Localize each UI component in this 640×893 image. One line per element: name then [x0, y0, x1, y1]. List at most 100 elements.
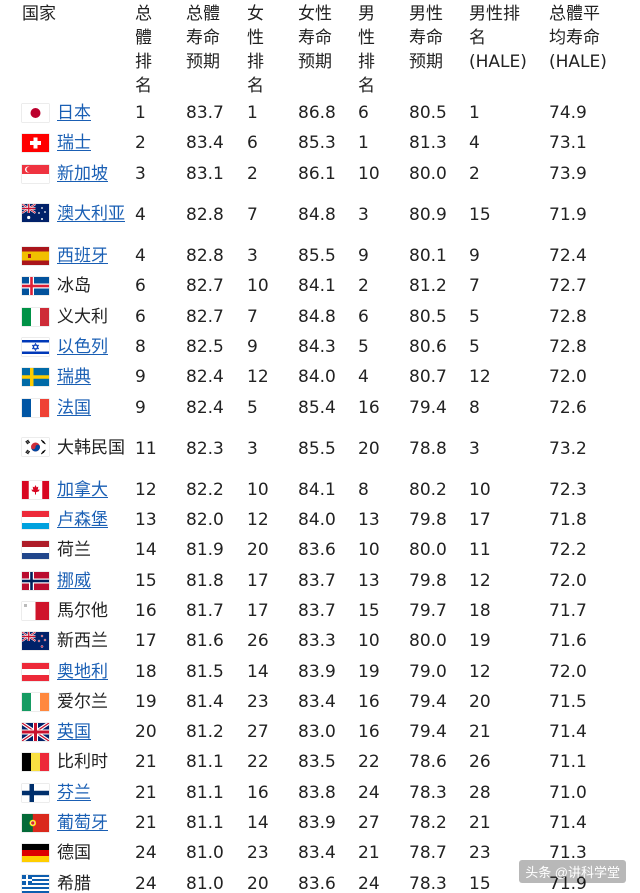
female-life-expectancy-cell: 84.1: [298, 479, 336, 500]
female-rank-cell: 14: [247, 813, 269, 834]
male-life-expectancy-cell: 78.2: [409, 813, 447, 834]
male-hale-rank-cell: 26: [469, 752, 491, 773]
country-link[interactable]: 瑞典: [57, 367, 91, 388]
country-link[interactable]: 西班牙: [57, 246, 108, 267]
female-rank-cell: 22: [247, 752, 269, 773]
male-hale-rank-cell: 2: [469, 163, 480, 184]
female-rank-cell: 17: [247, 601, 269, 621]
header-total-rank[interactable]: 总體排名: [135, 4, 152, 96]
male-rank-cell: 16: [358, 397, 380, 418]
male-hale-rank-cell: 5: [469, 306, 480, 327]
country-link[interactable]: 新加坡: [57, 163, 108, 184]
country-name: 新西兰: [57, 631, 108, 652]
male-rank-cell: 10: [358, 540, 380, 561]
country-name-wrap: 希腊: [22, 873, 135, 893]
total-life-expectancy-cell: 81.1: [186, 782, 224, 803]
country-link[interactable]: 奥地利: [57, 661, 108, 682]
total-rank-cell: 18: [135, 661, 157, 682]
country-name: 德国: [57, 843, 91, 864]
watermark: 头条 @讲科学堂: [519, 860, 626, 883]
total-hale-cell: 71.9: [549, 204, 587, 225]
total-life-expectancy-cell: 83.1: [186, 163, 224, 184]
country-link[interactable]: 葡萄牙: [57, 813, 108, 834]
country-name-wrap: 馬尔他: [22, 600, 135, 622]
country-cell: 法国: [22, 392, 135, 422]
country-cell: 奥地利: [22, 656, 135, 686]
country-name-wrap: 法国: [22, 397, 135, 419]
country-link[interactable]: 英国: [57, 722, 91, 743]
total-rank-cell: 17: [135, 631, 157, 652]
header-male-hale-rank[interactable]: 男性排名 (HALE): [469, 4, 527, 72]
total-hale-cell: 73.2: [549, 438, 587, 459]
total-rank-cell: 20: [135, 722, 157, 743]
total-rank-cell: 1: [135, 103, 146, 124]
total-life-expectancy-cell: 82.7: [186, 306, 224, 327]
female-life-expectancy-cell: 84.3: [298, 336, 336, 357]
female-rank-cell: 14: [247, 661, 269, 682]
male-hale-rank-cell: 3: [469, 438, 480, 459]
country-link[interactable]: 法国: [57, 397, 91, 418]
canada-flag: [22, 480, 49, 499]
country-link[interactable]: 加拿大: [57, 479, 108, 500]
male-rank-cell: 8: [358, 479, 369, 500]
country-name-wrap: 西班牙: [22, 245, 135, 267]
country-cell: 卢森堡: [22, 505, 135, 535]
total-rank-cell: 13: [135, 510, 157, 531]
country-name-wrap: 英国: [22, 721, 135, 743]
country-link[interactable]: 挪威: [57, 570, 91, 591]
country-link[interactable]: 卢森堡: [57, 510, 108, 531]
country-cell: 日本: [22, 98, 135, 128]
male-life-expectancy-cell: 79.0: [409, 661, 447, 682]
female-life-expectancy-cell: 84.8: [298, 204, 336, 225]
male-rank-cell: 27: [358, 813, 380, 834]
total-life-expectancy-cell: 81.4: [186, 691, 224, 712]
total-hale-cell: 71.4: [549, 813, 587, 834]
country-link[interactable]: 芬兰: [57, 782, 91, 803]
country-name-wrap: 义大利: [22, 306, 135, 328]
country-link[interactable]: 瑞士: [57, 133, 91, 154]
sweden-flag: [22, 368, 49, 387]
header-country[interactable]: 国家: [22, 4, 56, 24]
header-total-hale[interactable]: 总體平 均寿命 (HALE): [549, 4, 607, 72]
iceland-flag: [22, 277, 49, 296]
female-life-expectancy-cell: 85.5: [298, 438, 336, 459]
total-hale-cell: 72.0: [549, 661, 587, 682]
country-link[interactable]: 以色列: [57, 336, 108, 357]
table-row: 英国 20 81.2 27 83.0 16 79.4 21 71.4: [22, 717, 622, 747]
table-row: 芬兰 21 81.1 16 83.8 24 78.3 28 71.0: [22, 778, 622, 808]
female-rank-cell: 1: [247, 103, 258, 124]
total-rank-cell: 9: [135, 367, 146, 388]
table-row: 比利时 21 81.1 22 83.5 22 78.6 26 71.1: [22, 747, 622, 777]
male-rank-cell: 2: [358, 276, 369, 297]
male-life-expectancy-cell: 80.5: [409, 306, 447, 327]
table-row: 瑞典 9 82.4 12 84.0 4 80.7 12 72.0: [22, 362, 622, 392]
country-cell: 馬尔他: [22, 596, 135, 626]
table-row: 德国 24 81.0 23 83.4 21 78.7 23 71.3: [22, 838, 622, 868]
total-life-expectancy-cell: 83.7: [186, 103, 224, 124]
female-rank-cell: 12: [247, 510, 269, 531]
male-rank-cell: 4: [358, 367, 369, 388]
greece-flag: [22, 874, 49, 893]
country-link[interactable]: 日本: [57, 103, 91, 124]
male-life-expectancy-cell: 81.2: [409, 276, 447, 297]
total-life-expectancy-cell: 82.4: [186, 397, 224, 418]
country-link[interactable]: 澳大利亚: [57, 204, 125, 225]
male-hale-rank-cell: 28: [469, 782, 491, 803]
male-rank-cell: 1: [358, 133, 369, 154]
male-life-expectancy-cell: 79.4: [409, 722, 447, 743]
header-male-rank[interactable]: 男性排名: [358, 4, 375, 96]
header-female-rank[interactable]: 女性排名: [247, 4, 264, 96]
male-life-expectancy-cell: 78.7: [409, 843, 447, 864]
table-row: 冰岛 6 82.7 10 84.1 2 81.2 7 72.7: [22, 271, 622, 301]
female-rank-cell: 5: [247, 397, 258, 418]
female-life-expectancy-cell: 83.0: [298, 722, 336, 743]
country-name: 比利时: [57, 752, 108, 773]
total-rank-cell: 9: [135, 397, 146, 418]
male-hale-rank-cell: 19: [469, 631, 491, 652]
header-total-life-expectancy[interactable]: 总體 寿命 预期: [186, 4, 220, 72]
spain-flag: [22, 247, 49, 266]
header-male-life-expectancy[interactable]: 男性 寿命 预期: [409, 4, 443, 72]
table-row: 新西兰 17 81.6 26 83.3 10 80.0 19 71.6: [22, 626, 622, 656]
total-life-expectancy-cell: 82.7: [186, 276, 224, 297]
header-female-life-expectancy[interactable]: 女性 寿命 预期: [298, 4, 332, 72]
